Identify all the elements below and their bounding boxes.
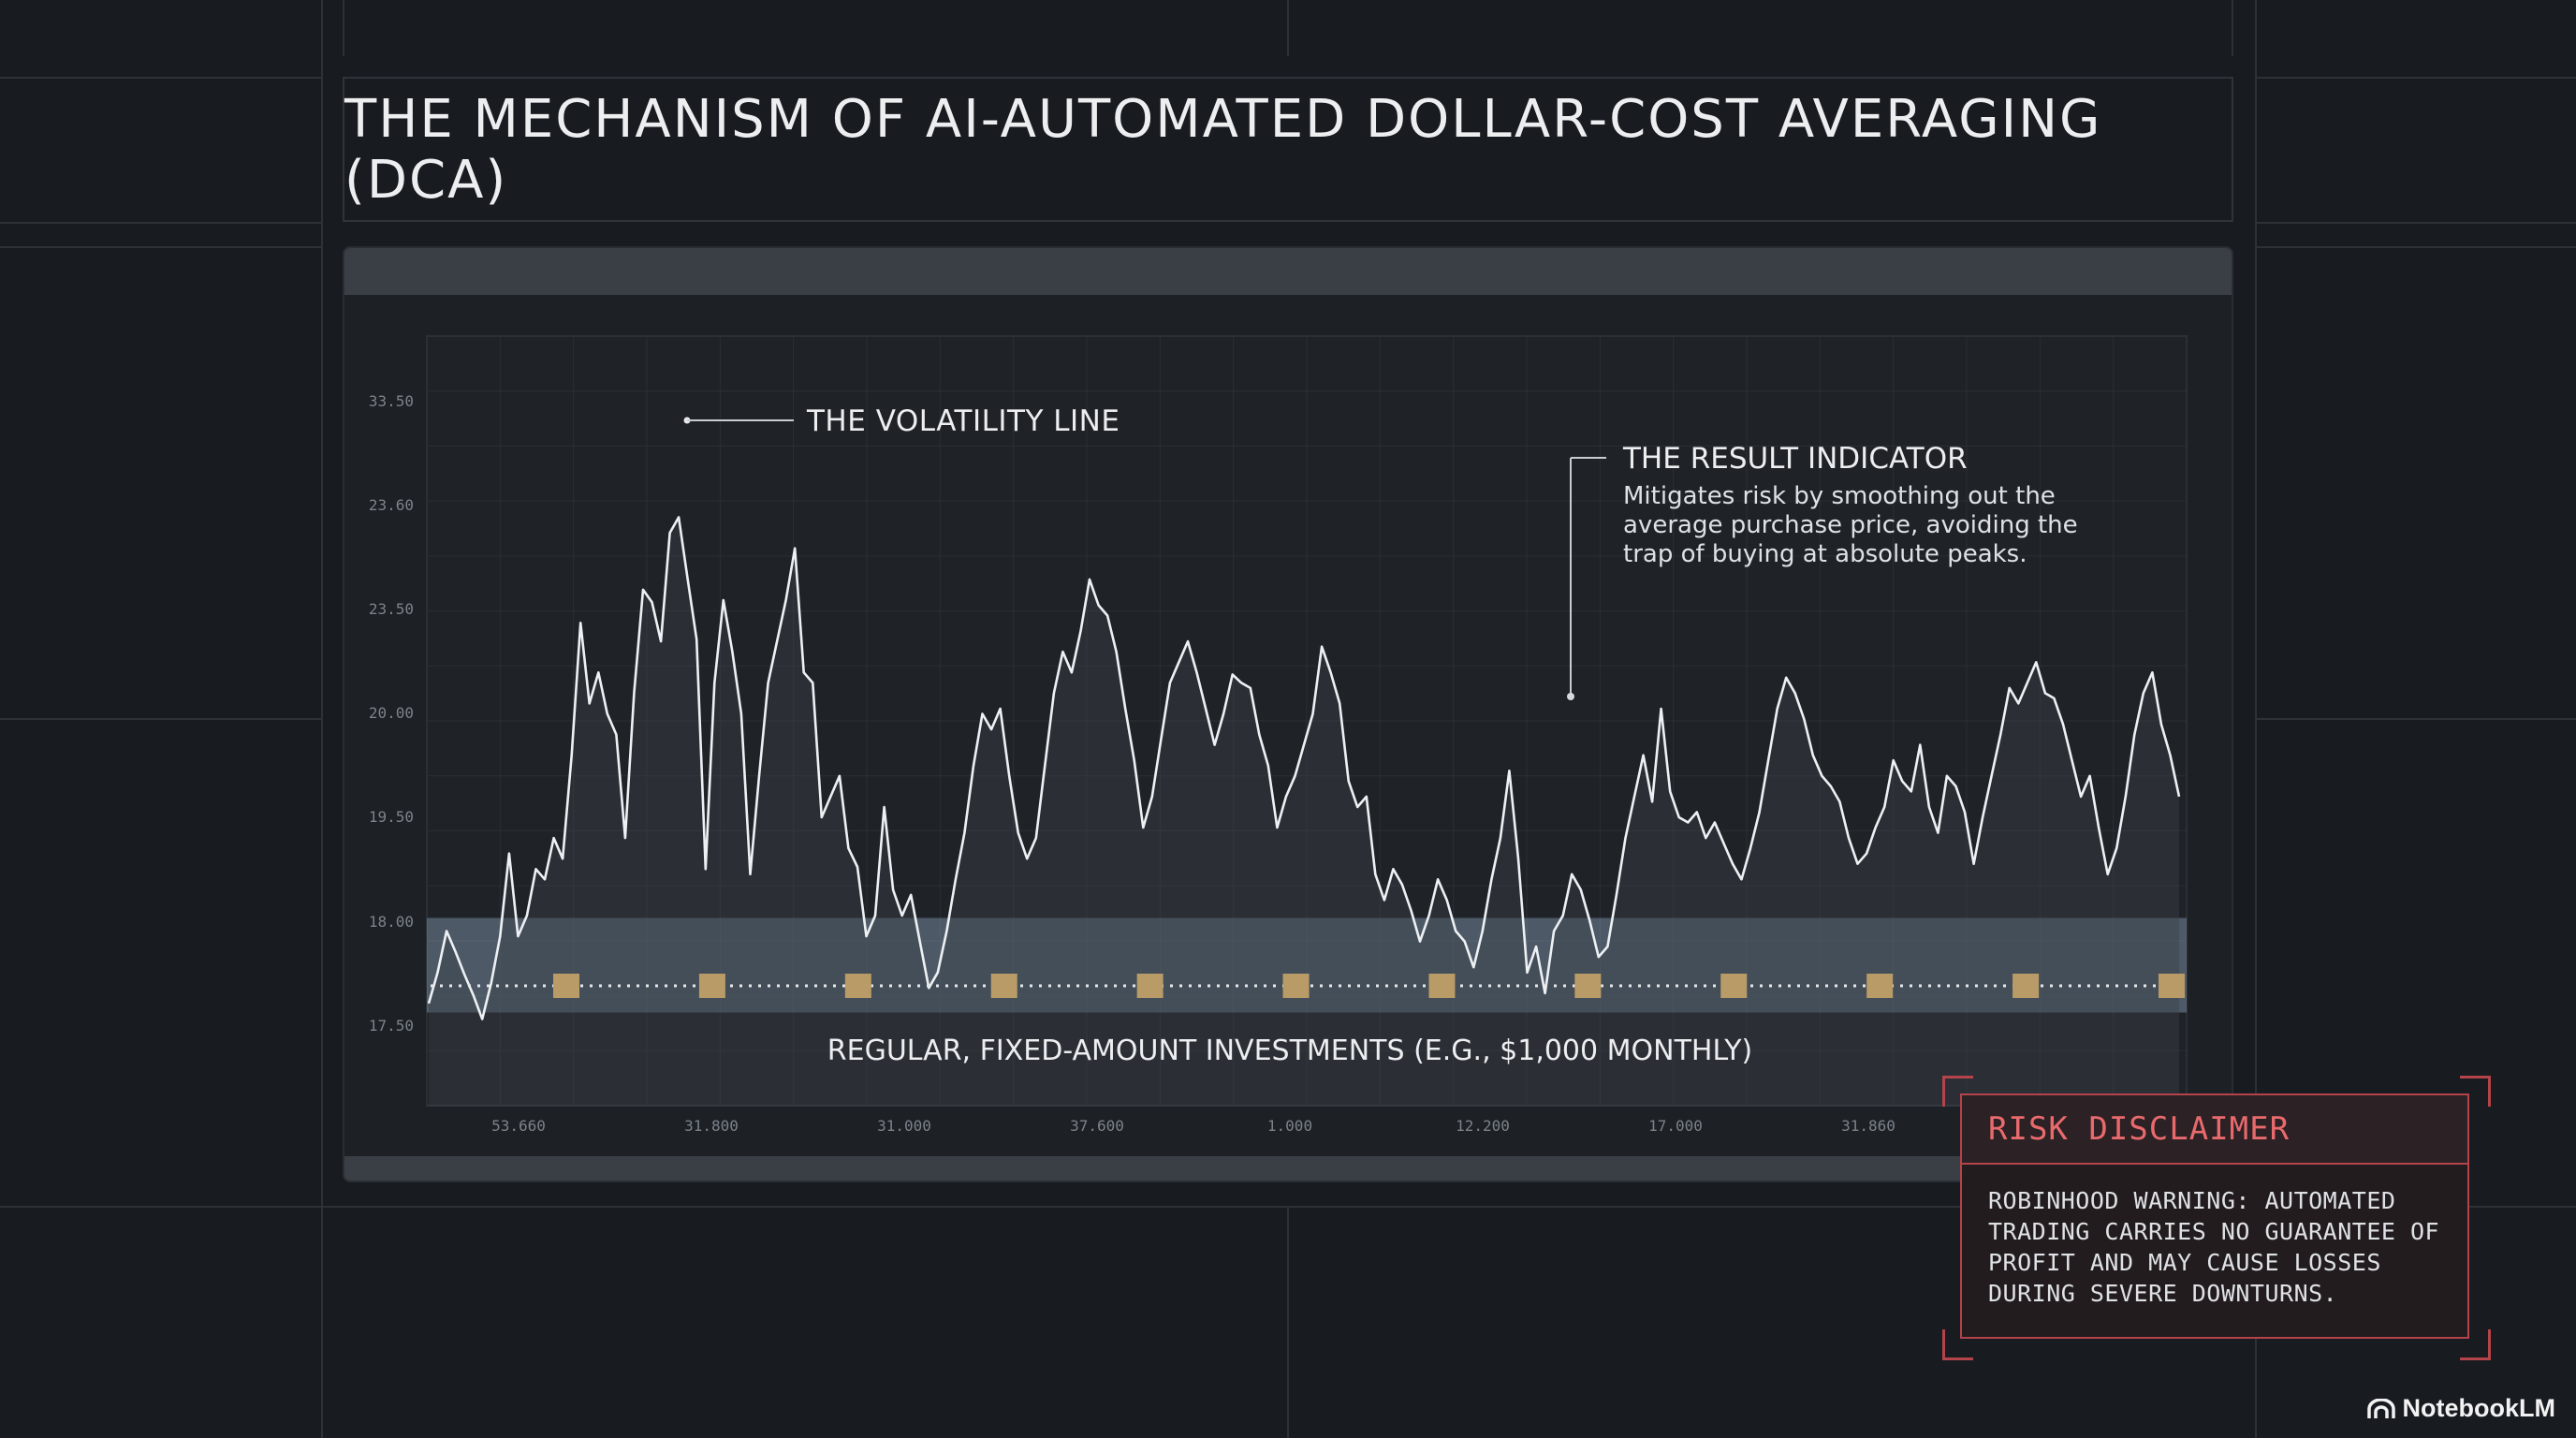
bg-grid-line xyxy=(321,0,323,1438)
y-tick-label: 23.50 xyxy=(369,600,414,618)
chart-panel: 33.50 23.60 23.50 20.00 19.50 18.00 17.50 53.66… xyxy=(343,246,2233,1182)
disclaimer-corner xyxy=(1942,1329,1973,1360)
bg-grid-line xyxy=(343,0,344,56)
disclaimer-line: ROBINHOOD WARNING: AUTOMATED xyxy=(1988,1187,2396,1214)
y-tick-label: 19.50 xyxy=(369,808,414,826)
x-tick-label: 31.860 xyxy=(1841,1117,1895,1135)
y-tick-label: 20.00 xyxy=(369,704,414,722)
result-indicator-title: THE RESULT INDICATOR xyxy=(1622,442,1968,476)
volatility-line xyxy=(427,516,2181,1020)
investment-marker xyxy=(1428,974,1456,998)
bg-grid-line xyxy=(2255,222,2576,224)
y-tick-label: 33.50 xyxy=(369,392,414,410)
investment-marker xyxy=(2159,974,2185,998)
y-tick-label: 23.60 xyxy=(369,496,414,514)
investment-marker xyxy=(698,974,725,998)
bg-grid-line xyxy=(0,1206,2576,1208)
investment-marker xyxy=(1720,974,1748,998)
x-tick-label: 12.200 xyxy=(1456,1117,1510,1135)
volatility-label: THE VOLATILITY LINE xyxy=(806,404,1120,438)
bg-grid-line xyxy=(2232,0,2233,56)
result-indicator-description: trap of buying at absolute peaks. xyxy=(1623,540,2027,568)
risk-disclaimer: RISK DISCLAIMER ROBINHOOD WARNING: AUTOM… xyxy=(1960,1093,2469,1339)
dca-chart: 33.50 23.60 23.50 20.00 19.50 18.00 17.50 53.66… xyxy=(369,335,2188,1135)
bg-grid-line xyxy=(0,246,321,248)
investment-marker xyxy=(1282,974,1310,998)
title-panel: THE MECHANISM OF AI-AUTOMATED DOLLAR-COS… xyxy=(343,77,2233,222)
page-title: THE MECHANISM OF AI-AUTOMATED DOLLAR-COS… xyxy=(344,88,2102,211)
bg-grid-line xyxy=(0,222,321,224)
bg-grid-line xyxy=(1287,0,1289,56)
y-tick-label: 17.50 xyxy=(369,1017,414,1034)
investment-marker xyxy=(1136,974,1164,998)
result-pointer-dot xyxy=(1567,693,1574,700)
disclaimer-line: DURING SEVERE DOWNTURNS. xyxy=(1988,1280,2338,1307)
investment-marker xyxy=(1866,974,1894,998)
brand-name: NotebookLM xyxy=(2402,1394,2555,1422)
disclaimer-corner xyxy=(2460,1076,2491,1107)
result-indicator-description: average purchase price, avoiding the xyxy=(1623,511,2078,539)
investments-label: REGULAR, FIXED-AMOUNT INVESTMENTS (E.G.,… xyxy=(827,1034,1752,1067)
disclaimer-title: RISK DISCLAIMER xyxy=(1988,1110,2291,1148)
x-tick-label: 37.600 xyxy=(1070,1117,1124,1135)
chart-panel-bottom-bar xyxy=(344,1156,2232,1181)
investment-marker xyxy=(844,974,871,998)
x-tick-label: 1.000 xyxy=(1267,1117,1312,1135)
volatility-area xyxy=(429,517,2179,1106)
x-tick-label: 31.800 xyxy=(684,1117,739,1135)
disclaimer-corner xyxy=(2460,1329,2491,1360)
bg-grid-line xyxy=(0,77,321,79)
chart-panel-top-bar xyxy=(344,248,2232,295)
bg-grid-line xyxy=(1287,1208,1289,1438)
bg-grid-line xyxy=(2255,77,2576,79)
bg-grid-line xyxy=(0,718,321,720)
investment-marker xyxy=(1574,974,1602,998)
disclaimer-header: RISK DISCLAIMER xyxy=(1962,1095,2467,1165)
investment-marker xyxy=(553,974,579,998)
result-indicator-description: Mitigates risk by smoothing out the xyxy=(1623,482,2056,510)
bg-grid-line xyxy=(2255,246,2576,248)
disclaimer-corner xyxy=(1942,1076,1973,1107)
notebooklm-logo: NotebookLM xyxy=(2366,1394,2555,1423)
bg-grid-line xyxy=(2255,718,2576,720)
x-tick-label: 53.660 xyxy=(491,1117,546,1135)
disclaimer-body: ROBINHOOD WARNING: AUTOMATED TRADING CAR… xyxy=(1962,1165,2467,1329)
x-tick-label: 31.000 xyxy=(877,1117,931,1135)
y-tick-label: 18.00 xyxy=(369,913,414,931)
disclaimer-line: PROFIT AND MAY CAUSE LOSSES xyxy=(1988,1249,2381,1276)
disclaimer-line: TRADING CARRIES NO GUARANTEE OF xyxy=(1988,1218,2440,1245)
notebooklm-icon xyxy=(2366,1398,2395,1418)
investment-marker xyxy=(990,974,1017,998)
investment-marker xyxy=(2012,974,2040,998)
x-tick-label: 17.000 xyxy=(1648,1117,1703,1135)
